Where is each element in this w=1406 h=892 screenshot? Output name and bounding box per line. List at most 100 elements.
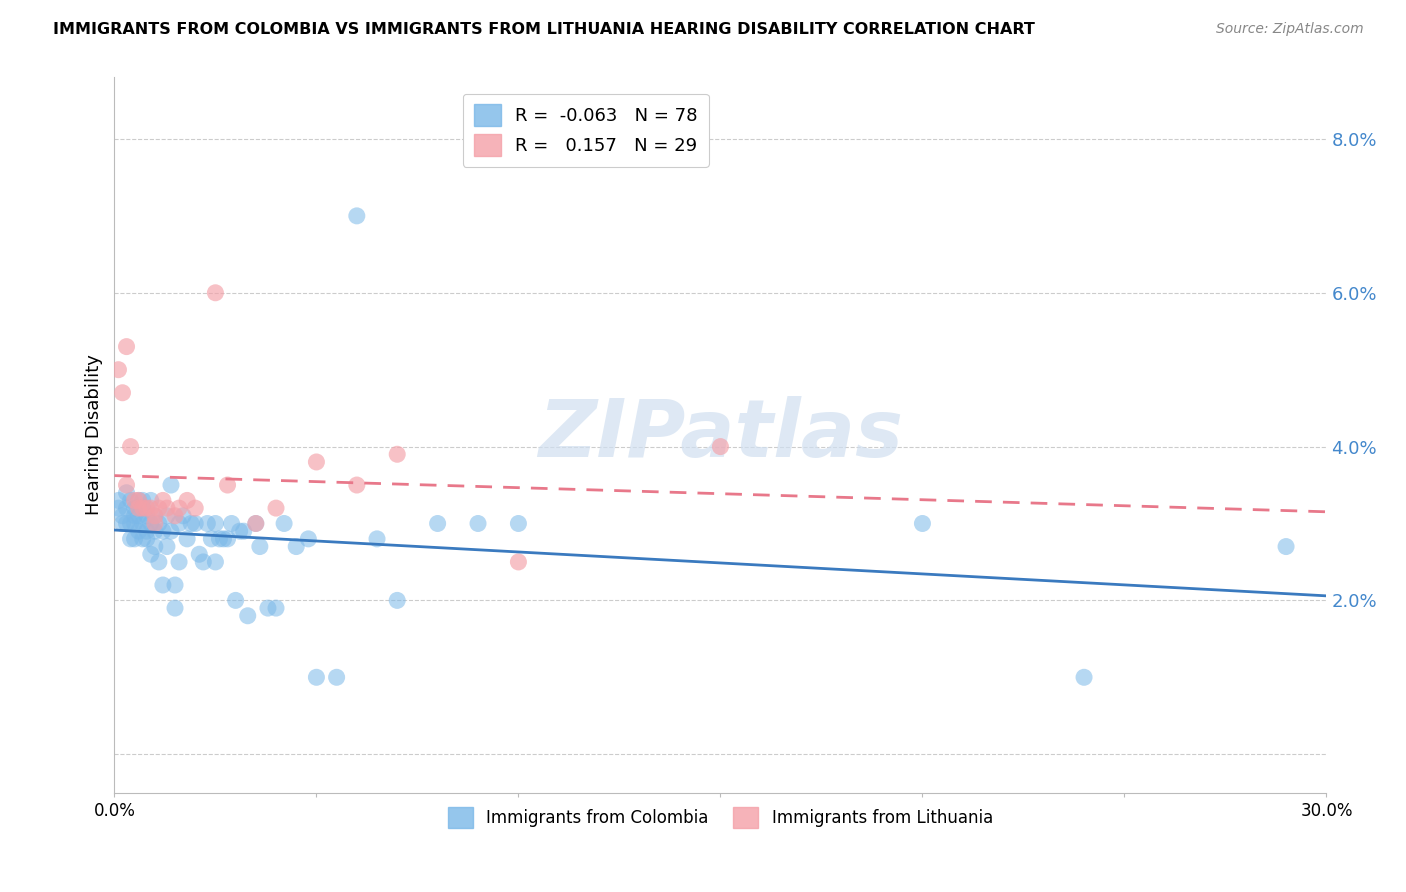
Point [148,516,170,531]
Point [148,555,170,569]
Point [208,532,231,546]
Point [160,524,183,538]
Point [188,547,211,561]
Point [180,516,202,531]
Point [131,493,153,508]
Point [128,493,150,508]
Point [128,524,150,538]
Point [120,516,142,531]
Point [1073,670,1095,684]
Point [264,601,287,615]
Point [236,608,259,623]
Point [366,532,388,546]
Point [115,340,138,354]
Point [204,285,226,300]
Point [131,516,153,531]
Point [172,508,194,523]
Point [163,601,186,615]
Point [120,493,142,508]
Point [245,516,267,531]
Point [709,440,731,454]
Point [245,516,267,531]
Point [184,516,207,531]
Point [124,501,146,516]
Point [204,555,226,569]
Point [264,501,287,516]
Point [152,524,174,538]
Point [139,547,162,561]
Point [156,540,179,554]
Point [305,670,328,684]
Point [184,501,207,516]
Point [111,516,134,531]
Point [156,501,179,516]
Point [115,478,138,492]
Point [508,516,530,531]
Point [128,508,150,523]
Point [156,508,179,523]
Y-axis label: Hearing Disability: Hearing Disability [86,355,103,516]
Point [225,593,247,607]
Point [387,593,409,607]
Point [176,493,198,508]
Point [212,532,235,546]
Point [139,501,162,516]
Point [273,516,295,531]
Point [257,601,280,615]
Point [131,532,153,546]
Point [111,508,134,523]
Point [124,493,146,508]
Point [139,516,162,531]
Point [325,670,347,684]
Point [228,524,250,538]
Point [152,493,174,508]
Point [143,508,166,523]
Point [217,532,239,546]
Point [346,478,368,492]
Point [107,362,129,376]
Point [204,516,226,531]
Point [152,578,174,592]
Point [107,493,129,508]
Text: ZIPatlas: ZIPatlas [538,396,903,474]
Point [128,501,150,516]
Point [148,501,170,516]
Point [467,516,489,531]
Legend: Immigrants from Colombia, Immigrants from Lithuania: Immigrants from Colombia, Immigrants fro… [441,801,1000,834]
Point [115,516,138,531]
Point [107,501,129,516]
Point [508,555,530,569]
Point [232,524,254,538]
Point [115,485,138,500]
Point [195,516,218,531]
Point [124,508,146,523]
Point [143,516,166,531]
Point [143,508,166,523]
Point [167,555,190,569]
Point [193,555,215,569]
Point [163,508,186,523]
Point [285,540,308,554]
Point [135,532,157,546]
Point [120,440,142,454]
Point [131,501,153,516]
Point [305,455,328,469]
Point [135,501,157,516]
Point [143,524,166,538]
Point [128,493,150,508]
Point [1275,540,1298,554]
Point [115,501,138,516]
Point [160,478,183,492]
Point [131,501,153,516]
Point [120,532,142,546]
Point [249,540,271,554]
Point [200,532,222,546]
Point [124,532,146,546]
Text: Source: ZipAtlas.com: Source: ZipAtlas.com [1216,22,1364,37]
Point [217,478,239,492]
Point [139,493,162,508]
Point [387,447,409,461]
Point [167,516,190,531]
Point [346,209,368,223]
Point [426,516,449,531]
